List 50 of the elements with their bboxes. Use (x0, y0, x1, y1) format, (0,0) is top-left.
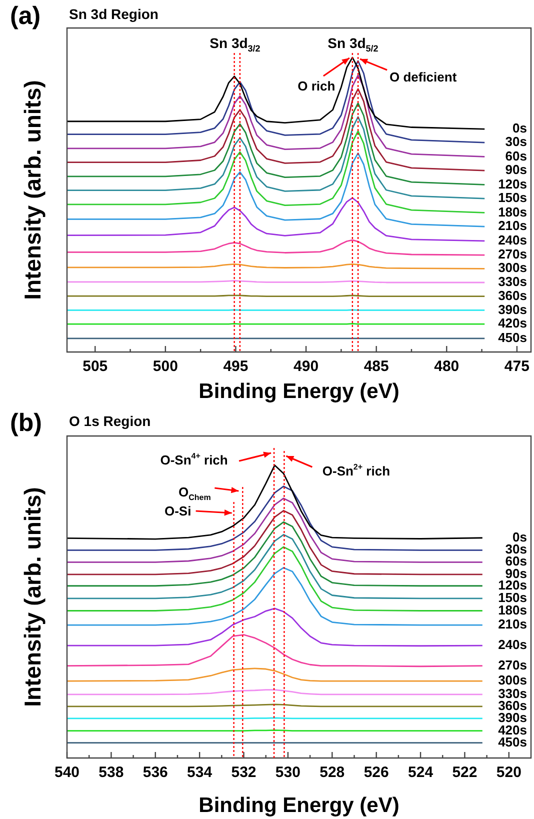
x-tick-label: 528 (320, 764, 345, 782)
ref-line-label: O deficient (389, 70, 458, 85)
series-label: 300s (498, 260, 527, 276)
x-tick-label: 526 (364, 764, 389, 782)
x-tick-label: 532 (231, 764, 256, 782)
series-label: 210s (498, 218, 527, 234)
series-label: 360s (498, 288, 527, 303)
y-axis-title: Intensity (arb. units) (19, 487, 46, 707)
x-tick-label: 505 (82, 358, 108, 376)
chart-title: O 1s Region (69, 412, 151, 429)
x-tick-label: 540 (54, 764, 80, 782)
series-label: 270s (498, 246, 527, 262)
series-label: 240s (498, 637, 527, 652)
series-label: 330s (498, 274, 527, 290)
series-label: 420s (498, 316, 527, 331)
series-label: 150s (498, 190, 527, 206)
chart-title: Sn 3d Region (69, 6, 158, 22)
x-tick-label: 522 (452, 764, 478, 782)
x-tick-label: 534 (187, 764, 213, 782)
x-axis-title: Binding Energy (eV) (198, 794, 400, 818)
x-tick-label: 536 (142, 764, 168, 782)
series-label: 270s (498, 657, 527, 672)
text: 0s (512, 120, 528, 136)
series-label: 90s (505, 162, 528, 178)
ref-line-label: O rich (298, 78, 336, 94)
series-label: 240s (498, 232, 527, 248)
x-tick-label: 480 (434, 358, 460, 376)
x-tick-label: 500 (152, 358, 178, 376)
series-label: 210s (498, 616, 527, 632)
y-axis-title: Intensity (arb. units) (19, 80, 46, 300)
ref-line-label: O-Si (164, 504, 192, 519)
x-tick-label: 485 (364, 358, 389, 376)
series-label: 120s (498, 176, 527, 192)
series-label: 300s (498, 672, 527, 688)
text: (a) (10, 2, 41, 31)
text: (b) (10, 409, 42, 438)
series-label: 390s (498, 302, 527, 317)
x-tick-label: 490 (294, 358, 319, 376)
series-label: 450s (498, 330, 527, 346)
x-tick-label: 524 (408, 764, 434, 782)
x-tick-label: 520 (496, 764, 522, 782)
series-label: 60s (505, 148, 528, 164)
text: 0s (512, 529, 528, 544)
x-axis-title: Binding Energy (eV) (198, 380, 400, 404)
x-tick-label: 495 (223, 358, 248, 376)
series-label: 180s (498, 204, 527, 220)
x-tick-label: 530 (275, 764, 300, 782)
series-label: 30s (505, 134, 528, 150)
x-tick-label: 538 (98, 764, 124, 782)
x-tick-label: 475 (504, 358, 530, 376)
